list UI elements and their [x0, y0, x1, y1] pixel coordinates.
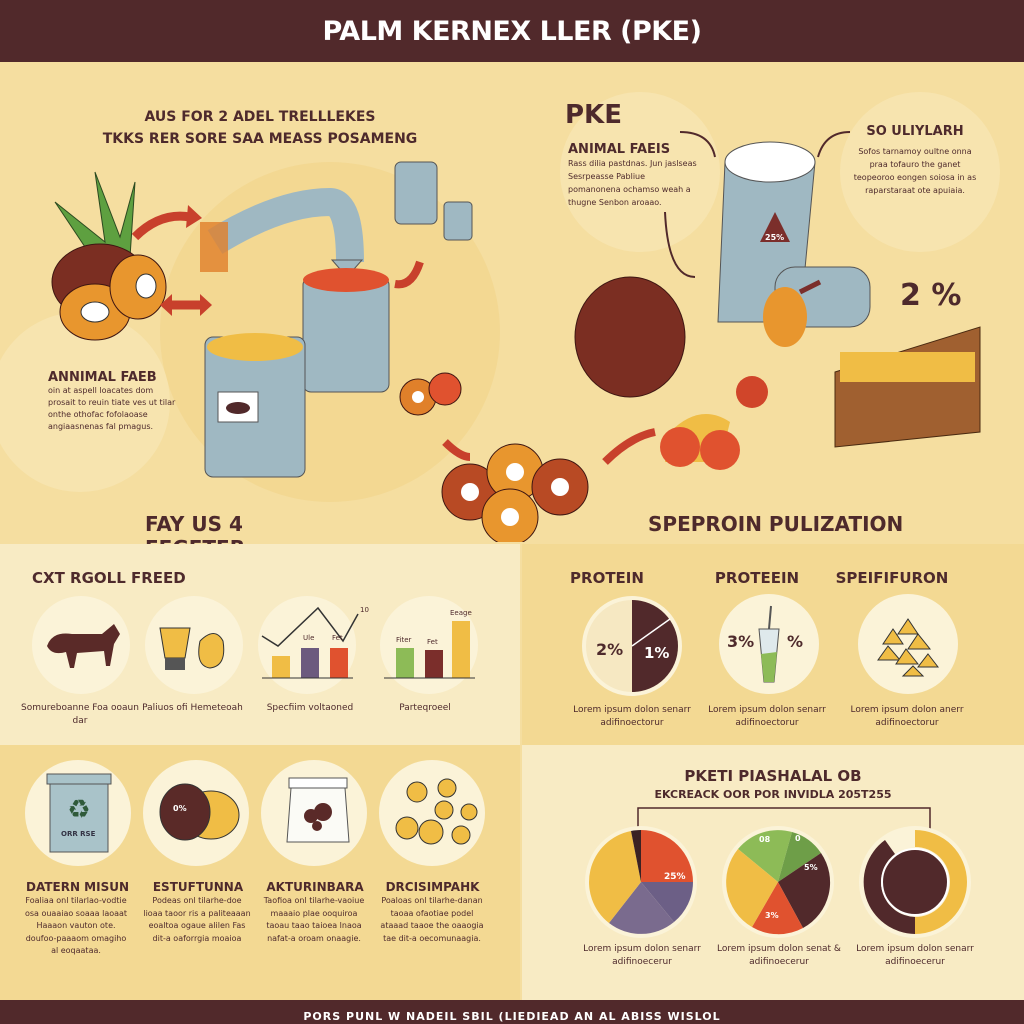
- callout-text: oin at aspell loacates dom prosait to re…: [48, 386, 176, 431]
- protein-title: PROTEIN: [570, 569, 644, 587]
- feed-item-label: Parteqroeel: [399, 703, 451, 713]
- pie-chart-1: [585, 826, 697, 938]
- bar-label: Eeage: [450, 609, 472, 617]
- page-title: PALM KERNEX LLER (PKE): [322, 15, 702, 47]
- page-footer: PORS PUNL W NADEIL SBIL (LIEDIEAD AN AL …: [0, 1000, 1024, 1024]
- pie-value: 1%: [644, 644, 670, 662]
- protein-shaker-icon: 3% %: [719, 594, 819, 694]
- bar-label: Fiter: [396, 636, 412, 644]
- pie-label: 25%: [664, 872, 686, 882]
- use-title: ESTUFTUNNA: [152, 880, 244, 894]
- market-subtitle: EKCREACK OOR POR INVIDLA 205T255: [654, 788, 892, 801]
- market-title: PKETI PIASHALAL OB: [684, 767, 862, 785]
- bar-chart-icon: Fiter Fet Eeage: [380, 596, 478, 694]
- market-caption: Lorem ipsum dolon senarr adifinoecerur: [583, 944, 701, 967]
- market-caption: Lorem ipsum dolon senarr adifinoecerur: [856, 944, 974, 967]
- protein-title: SPEIFIFURON: [835, 569, 949, 587]
- market-pie-charts: [585, 807, 971, 938]
- uses-panel: ♻ ORR RSE 0% DATERN MISUN ESTUFTUNNA AKT…: [0, 745, 520, 1000]
- callout-text: Sofos tarnamoy oultne onna praa tofauro …: [853, 147, 977, 195]
- feed-item-label: Somureboanne Foa ooaun dar: [21, 703, 139, 726]
- pie-chart-2: [722, 826, 834, 938]
- press-icon: [145, 596, 243, 694]
- machine-badge: 25%: [765, 233, 785, 242]
- big-percent: 2 %: [900, 278, 962, 313]
- bar-label: Fet: [332, 634, 343, 642]
- footer-text: PORS PUNL W NADEIL SBIL (LIEDIEAD AN AL …: [303, 1010, 721, 1023]
- feed-bag-icon: [261, 760, 367, 866]
- bar-label: Ule: [303, 634, 315, 642]
- recycle-bin-icon: ♻ ORR RSE: [25, 760, 131, 866]
- palm-fruit-cluster-icon: [441, 443, 589, 542]
- shaker-value: 3%: [727, 632, 755, 651]
- sack-icon: 0%: [143, 760, 249, 866]
- bar-label: Fet: [427, 638, 438, 646]
- use-text: Podeas onl tilarhe-doe lioaa taoor ris a…: [143, 896, 251, 943]
- market-panel: PKETI PIASHALAL OB EKCREACK OOR POR INVI…: [522, 745, 1024, 1000]
- pie-label: 0: [795, 834, 801, 843]
- protein-panel: PROTEIN PROTEEIN SPEIFIFURON 2% 1% 3% % …: [522, 544, 1024, 745]
- market-caption: Lorem ipsum dolon senat & adifinoecerur: [717, 944, 841, 967]
- animal-feed-callout: ANNIMAL FAEB oin at aspell loacates dom …: [48, 370, 178, 433]
- page-header: PALM KERNEX LLER (PKE): [0, 0, 1024, 62]
- use-title: DRCISIMPAHK: [385, 880, 480, 894]
- use-title: AKTURINBARA: [266, 880, 364, 894]
- section-title-right: SPEPROIN PULIZATION: [648, 512, 904, 536]
- svg-text:♻: ♻: [67, 795, 90, 825]
- callout-title: SO ULIYLARH: [866, 124, 964, 139]
- line-bar-chart-icon: Ule Fet 10: [258, 596, 369, 694]
- process-heading-line1: AUS FOR 2 ADEL TRELLLEKES: [144, 109, 376, 125]
- peak-label: 10: [360, 606, 369, 614]
- feed-item-label: Specfiim voltaoned: [266, 703, 354, 713]
- process-heading: AUS FOR 2 ADEL TRELLLEKES TKKS RER SORE …: [100, 106, 420, 150]
- pie-value: 2%: [596, 640, 624, 659]
- feed-item-label: Paliuos ofi Hemeteoah: [142, 703, 243, 713]
- donut-chart: [859, 826, 971, 938]
- pie-label: 08: [759, 835, 771, 844]
- use-title: DATERN MISUN: [26, 880, 129, 894]
- protein-caption: Lorem ipsum dolon senarr adifinoectorur: [573, 705, 691, 728]
- use-text: Poaloas onl tilarhe-danan taoaa ofaotiae…: [380, 896, 484, 943]
- pie-label: 3%: [765, 911, 779, 920]
- sack-label: 0%: [173, 804, 187, 813]
- shaker-value: %: [787, 632, 804, 651]
- feed-panel-title: CXT RGOLL FREED: [32, 569, 186, 587]
- solubility-callout: SO ULIYLARH Sofos tarnamoy oultne onna p…: [850, 124, 980, 197]
- pie-label: 5%: [804, 863, 818, 872]
- protein-caption: Lorem ipsum dolon senarr adifinoectorur: [708, 705, 826, 728]
- protein-pie-chart: [582, 596, 682, 696]
- palm-fruit-icon: [51, 171, 167, 341]
- process-illustration: [0, 92, 1000, 542]
- use-text: Foaliaa onl tilarlao-vodtie osa ouaaiao …: [24, 896, 128, 955]
- callout-title: ANIMAL FAEIS: [568, 142, 671, 157]
- pke-title: PKE: [565, 100, 622, 130]
- feed-panel: CXT RGOLL FREED Ule Fet 10 Fiter Fet Eea…: [0, 544, 520, 745]
- bin-label: ORR RSE: [61, 830, 96, 838]
- kernels-icon: [858, 594, 958, 694]
- protein-title: PROTEEIN: [714, 569, 800, 587]
- cattle-icon: [32, 596, 130, 694]
- callout-text: Rass dilia pastdnas. Jun jaslseas Sesrpe…: [568, 159, 697, 207]
- animal-feed-callout-right: ANIMAL FAEIS Rass dilia pastdnas. Jun ja…: [568, 142, 698, 209]
- process-heading-line2: TKKS RER SORE SAA MEASS POSAMENG: [102, 131, 418, 147]
- use-text: Taofioa onl tilarhe-vaoiue maaaio plae o…: [263, 896, 365, 943]
- kernels-pile-icon: [379, 760, 485, 866]
- callout-title: ANNIMAL FAEB: [48, 370, 157, 385]
- protein-caption: Lorem ipsum dolon anerr adifinoectorur: [850, 705, 964, 728]
